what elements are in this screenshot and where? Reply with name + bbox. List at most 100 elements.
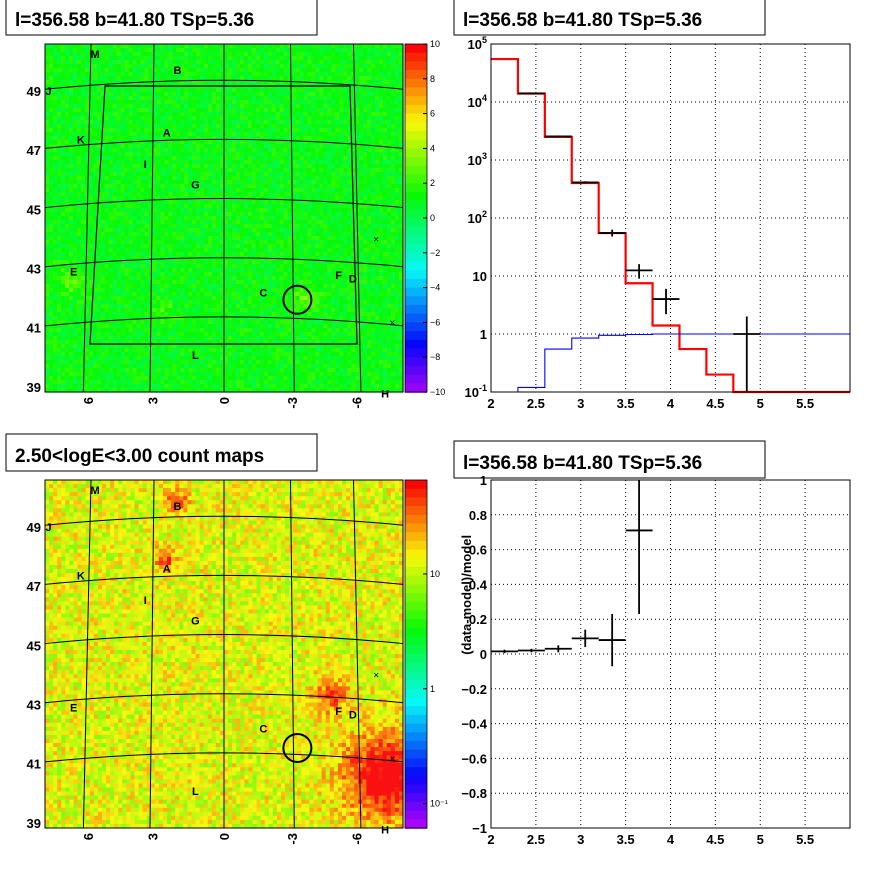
spectrum-data-point xyxy=(517,92,545,95)
roi-boundary xyxy=(89,85,358,345)
spectrum-title-box xyxy=(453,0,766,36)
residuals-y-tick-label: 1 xyxy=(480,473,487,488)
ts-colorbar-label: 2 xyxy=(430,178,435,188)
ts-x-tick-label: 6 xyxy=(81,397,96,404)
source-label-l: L xyxy=(192,786,199,798)
source-label-m: M xyxy=(91,49,100,61)
ts-frame xyxy=(44,43,404,393)
count-colorbar-frame xyxy=(404,479,428,829)
spectrum-title: l=356.58 b=41.80 TSp=5.36 xyxy=(463,10,702,31)
source-label-f: F xyxy=(335,706,342,718)
ts-coordinate-grid xyxy=(44,43,404,393)
residuals-x-tick-label: 4.5 xyxy=(706,832,724,847)
source-label-m: M xyxy=(91,485,100,497)
ts-colorbar-label: 4 xyxy=(430,143,435,153)
residuals-panel: l=356.58 b=41.80 TSp=5.36 2 2.5 3 3.5 4 4.5 5 5.… xyxy=(453,440,851,847)
source-label-a: A xyxy=(163,128,171,140)
source-label-i: I xyxy=(144,159,147,171)
ts-heatmap-cells xyxy=(45,44,404,393)
count-y-tick-label: 41 xyxy=(27,757,41,772)
residuals-y-tick-label: 0 xyxy=(480,647,487,662)
residuals-y-tick-label: −0.4 xyxy=(461,717,487,732)
ts-x-marker: × xyxy=(389,318,395,329)
count-y-tick-label: 49 xyxy=(27,520,41,535)
spectrum-x-tick-label: 4 xyxy=(667,396,675,411)
residuals-title-box xyxy=(453,440,766,479)
spectrum-frame xyxy=(490,43,851,393)
ts-colorbar-label: −10 xyxy=(430,387,445,397)
ts-colorbar-label: 6 xyxy=(430,109,435,119)
count-x-marker: × xyxy=(389,754,395,765)
spectrum-x-tick-label: 4.5 xyxy=(706,396,724,411)
count-map-panel: 2.50<logE<3.00 count maps × × M B J K A I G E F D C L H… xyxy=(5,433,448,845)
residuals-y-tick-label: 0.6 xyxy=(469,543,487,558)
ts-target-circle xyxy=(282,284,313,315)
count-meridian-line xyxy=(149,479,155,829)
source-label-g: G xyxy=(191,180,200,192)
count-frame xyxy=(44,479,404,829)
spectrum-data-point xyxy=(544,135,572,138)
spectrum-x-tick-label: 3 xyxy=(577,396,584,411)
ts-x-marker: × xyxy=(373,234,379,245)
residuals-x-tick-label: 5 xyxy=(757,832,764,847)
ts-title: l=356.58 b=41.80 TSp=5.36 xyxy=(15,10,254,31)
spectrum-data-point xyxy=(571,181,599,184)
count-x-tick-label: 0 xyxy=(217,833,232,840)
ts-y-tick-label: 39 xyxy=(27,380,41,395)
spectrum-y-tick-label: 10-1 xyxy=(465,383,487,400)
source-label-d: D xyxy=(349,710,357,722)
ts-y-tick-label: 45 xyxy=(27,202,41,217)
source-label-j: J xyxy=(46,86,52,98)
ts-y-tick-label: 47 xyxy=(27,143,41,158)
source-label-k: K xyxy=(77,134,85,146)
spectrum-data-point xyxy=(652,288,680,315)
ts-y-tick-label: 43 xyxy=(27,261,41,276)
count-y-tick-label: 47 xyxy=(27,579,41,594)
ts-meridian-line xyxy=(353,43,362,393)
ts-meridian-line xyxy=(290,43,295,393)
source-label-k: K xyxy=(77,570,85,582)
residuals-y-tick-label: 0.8 xyxy=(469,508,487,523)
residuals-x-tick-label: 5.5 xyxy=(796,832,814,847)
ts-y-tick-label: 41 xyxy=(27,321,41,336)
residuals-y-tick-label: 0.4 xyxy=(469,577,488,592)
residuals-y-tick-label: 0.2 xyxy=(469,612,487,627)
residuals-y-tick-label: −0.2 xyxy=(461,682,487,697)
count-title: 2.50<logE<3.00 count maps xyxy=(15,446,264,467)
ts-meridian-line xyxy=(82,43,92,393)
residuals-y-tick-label: −1 xyxy=(472,821,487,836)
source-label-j: J xyxy=(46,522,52,534)
count-title-box xyxy=(5,433,318,472)
ts-colorbar-label: 8 xyxy=(430,74,435,84)
count-colorbar-label: 1 xyxy=(430,684,435,694)
spectrum-data-point xyxy=(733,316,761,392)
source-label-c: C xyxy=(259,724,267,736)
spectrum-x-tick-label: 3.5 xyxy=(617,396,635,411)
count-coordinate-grid xyxy=(44,479,404,829)
count-colorbar-label: 10⁻¹ xyxy=(430,799,448,809)
count-meridian-line xyxy=(290,479,295,829)
spectrum-x-tick-label: 5.5 xyxy=(796,396,814,411)
ts-title-box xyxy=(5,0,318,36)
spectrum-panel: l=356.58 b=41.80 TSp=5.36 2 2.5 3 3.5 4 4.5 5 5.… xyxy=(453,0,851,411)
residuals-x-tick-label: 4 xyxy=(667,832,675,847)
source-label-e: E xyxy=(70,703,77,715)
source-label-e: E xyxy=(70,267,77,279)
source-label-b: B xyxy=(173,65,181,77)
residual-point xyxy=(517,648,545,653)
count-target-circle xyxy=(282,732,313,763)
residuals-frame xyxy=(490,479,851,829)
residual-point xyxy=(571,629,599,648)
ts-colorbar-label: −2 xyxy=(430,248,440,258)
residuals-x-tick-label: 2 xyxy=(487,832,494,847)
source-label-l: L xyxy=(192,350,199,362)
count-y-tick-label: 39 xyxy=(27,816,41,831)
count-y-tick-label: 43 xyxy=(27,697,41,712)
residual-point xyxy=(544,645,572,653)
ts-x-tick-label: 0 xyxy=(217,397,232,404)
ts-map-panel: l=356.58 b=41.80 TSp=5.36 × × M B J K A I G E F D C L H… xyxy=(5,0,445,409)
source-label-d: D xyxy=(349,274,357,286)
residual-point xyxy=(598,613,626,667)
ts-colorbar-label: 0 xyxy=(430,213,435,223)
